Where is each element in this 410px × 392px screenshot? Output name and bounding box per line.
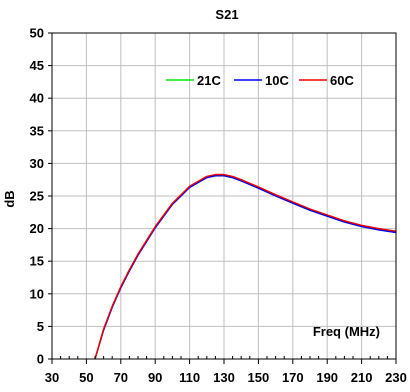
series-line-60C — [94, 173, 397, 360]
x-tick-label: 150 — [248, 370, 270, 385]
x-tick-label: 50 — [79, 370, 93, 385]
x-tick-label: 190 — [316, 370, 338, 385]
y-tick-label: 30 — [30, 156, 44, 171]
chart-series — [94, 173, 397, 360]
y-tick-label: 20 — [30, 221, 44, 236]
legend-label-60C: 60C — [330, 73, 354, 88]
x-tick-label: 170 — [282, 370, 304, 385]
legend-label-21C: 21C — [197, 73, 221, 88]
x-tick-label: 130 — [213, 370, 235, 385]
y-tick-label: 10 — [30, 286, 44, 301]
y-tick-label: 15 — [30, 254, 44, 269]
y-tick-label: 40 — [30, 91, 44, 106]
y-tick-label: 35 — [30, 123, 44, 138]
x-tick-label: 70 — [114, 370, 128, 385]
y-tick-label: 0 — [37, 352, 44, 367]
chart-grid — [52, 33, 396, 359]
chart-legend: 21C 10C 60C — [166, 73, 354, 88]
legend-label-10C: 10C — [265, 73, 289, 88]
y-axis-ticks: 0 5 10 15 20 25 30 35 40 45 50 — [30, 26, 52, 367]
y-axis-label: dB — [2, 190, 17, 207]
x-tick-label: 90 — [148, 370, 162, 385]
x-tick-label: 30 — [45, 370, 59, 385]
y-tick-label: 50 — [30, 26, 44, 41]
x-tick-label: 230 — [385, 370, 407, 385]
y-tick-label: 45 — [30, 58, 44, 73]
x-axis-ticks: 30 50 70 90 110 130 150 170 190 210 230 — [45, 356, 407, 385]
chart-title: S21 — [215, 7, 238, 22]
y-tick-label: 5 — [37, 319, 44, 334]
x-tick-label: 110 — [179, 370, 200, 385]
y-tick-label: 25 — [30, 189, 44, 204]
x-tick-label: 210 — [351, 370, 373, 385]
x-axis-label: Freq (MHz) — [313, 324, 380, 339]
